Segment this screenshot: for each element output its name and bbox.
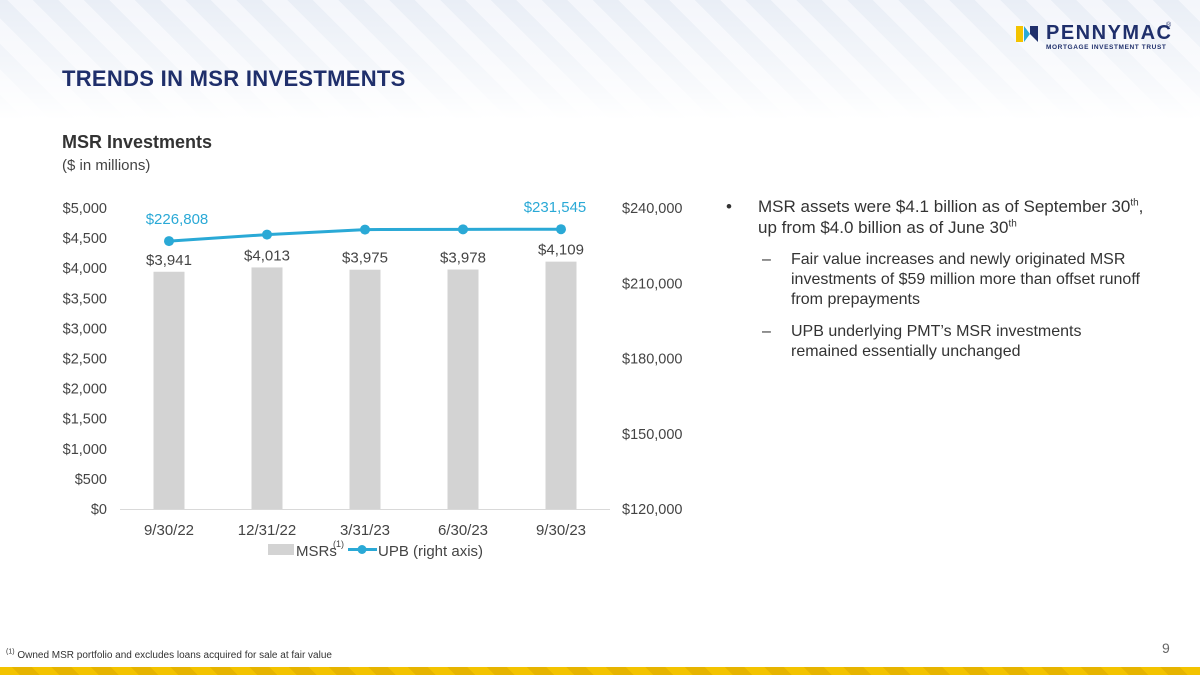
bullet-main-text: MSR assets were $4.1 billion as of Septe… <box>758 197 1131 216</box>
bullet-main-sup-2: th <box>1008 218 1017 230</box>
msr-bar <box>349 269 381 509</box>
msr-investments-chart: $0 $500 $1,000 $1,500 $2,000 $2,500 $3,000 $3,5… <box>63 199 683 560</box>
left-axis-tick-label: $2,500 <box>63 352 107 368</box>
right-axis-tick-label: $120,000 <box>622 502 682 518</box>
left-axis-tick-label: $3,500 <box>63 291 107 307</box>
footer-stripe <box>0 667 1200 675</box>
right-axis-tick-label: $150,000 <box>622 427 682 443</box>
msr-bar-data-label: $3,941 <box>146 252 192 269</box>
upb-point <box>360 224 370 235</box>
x-axis-tick-label: 3/31/23 <box>340 522 390 539</box>
left-axis-tick-label: $1,000 <box>63 442 107 458</box>
upb-data-label: $226,808 <box>146 211 209 228</box>
msr-bar <box>447 269 479 509</box>
bullet-main-text-2: , up from $4.0 billion as of June 30 <box>758 197 1144 237</box>
bullet-dash: – <box>762 323 771 340</box>
right-axis-tick-label: $180,000 <box>622 352 682 368</box>
bullet-sub-text: Fair value increases and newly originate… <box>791 251 1140 308</box>
chart-subtitle: ($ in millions) <box>62 157 151 174</box>
bullet-main: • MSR assets were $4.1 billion as of Sep… <box>726 196 1146 238</box>
logo-subtitle: MORTGAGE INVESTMENT TRUST <box>1046 44 1167 51</box>
footnote-text: Owned MSR portfolio and excludes loans a… <box>14 650 332 661</box>
chart-title: MSR Investments <box>62 132 213 152</box>
bullet-sub-text: UPB underlying PMT’s MSR investments rem… <box>791 323 1082 360</box>
legend-upb-label: UPB (right axis) <box>378 543 483 560</box>
bullet-main-sup-1: th <box>1130 197 1139 209</box>
page-title: TRENDS IN MSR INVESTMENTS <box>62 66 406 91</box>
msr-bar <box>153 271 185 509</box>
bullet-dot: • <box>726 197 732 216</box>
logo-wordmark: PENNYMAC <box>1046 22 1173 44</box>
x-axis-tick-label: 9/30/22 <box>144 522 194 539</box>
legend-upb-swatch-marker <box>357 545 367 554</box>
pennymac-logo-icon <box>1016 26 1038 42</box>
header-background <box>0 0 1200 120</box>
footnote-marker: (1) <box>6 648 15 656</box>
x-axis-tick-label: 6/30/23 <box>438 522 488 539</box>
right-axis-tick-label: $240,000 <box>622 201 682 217</box>
upb-point <box>556 224 566 235</box>
left-axis-tick-label: $0 <box>91 502 107 518</box>
legend-msrs-swatch <box>268 544 294 555</box>
logo-registered-mark: ® <box>1166 22 1172 29</box>
msr-bar-data-label: $4,013 <box>244 247 290 264</box>
bullet-sub-upb: – UPB underlying PMT’s MSR investments r… <box>726 322 1146 362</box>
left-axis-tick-label: $5,000 <box>63 201 107 217</box>
left-axis-tick-label: $4,000 <box>63 261 107 277</box>
x-axis-tick-label: 9/30/23 <box>536 522 586 539</box>
msr-bar <box>251 267 283 509</box>
left-axis-tick-label: $3,000 <box>63 321 107 337</box>
left-axis-tick-label: $2,000 <box>63 382 107 398</box>
upb-point <box>262 229 272 240</box>
bullet-dash: – <box>762 251 771 268</box>
pennymac-logo: PENNYMAC ® MORTGAGE INVESTMENT TRUST <box>1016 22 1186 54</box>
msr-bar-data-label: $3,978 <box>440 250 486 267</box>
left-axis-tick-label: $4,500 <box>63 231 107 247</box>
legend-msrs-footnote-marker: (1) <box>333 539 344 549</box>
footnote: (1) Owned MSR portfolio and excludes loa… <box>6 648 332 661</box>
right-axis-tick-label: $210,000 <box>622 276 682 292</box>
page-number: 9 <box>1162 640 1170 656</box>
upb-data-label: $231,545 <box>524 199 587 216</box>
left-axis-tick-label: $500 <box>75 472 107 488</box>
left-axis-tick-label: $1,500 <box>63 412 107 428</box>
commentary-bullets: • MSR assets were $4.1 billion as of Sep… <box>726 196 1146 362</box>
msr-bar-data-label: $4,109 <box>538 242 584 259</box>
legend-msrs-label: MSRs <box>296 543 337 560</box>
msr-bar-data-label: $3,975 <box>342 250 388 267</box>
msr-bar <box>545 261 577 509</box>
upb-point <box>458 224 468 235</box>
upb-point <box>164 236 174 247</box>
x-axis-tick-label: 12/31/22 <box>238 522 296 539</box>
bullet-sub-fair-value: – Fair value increases and newly origina… <box>726 250 1146 310</box>
